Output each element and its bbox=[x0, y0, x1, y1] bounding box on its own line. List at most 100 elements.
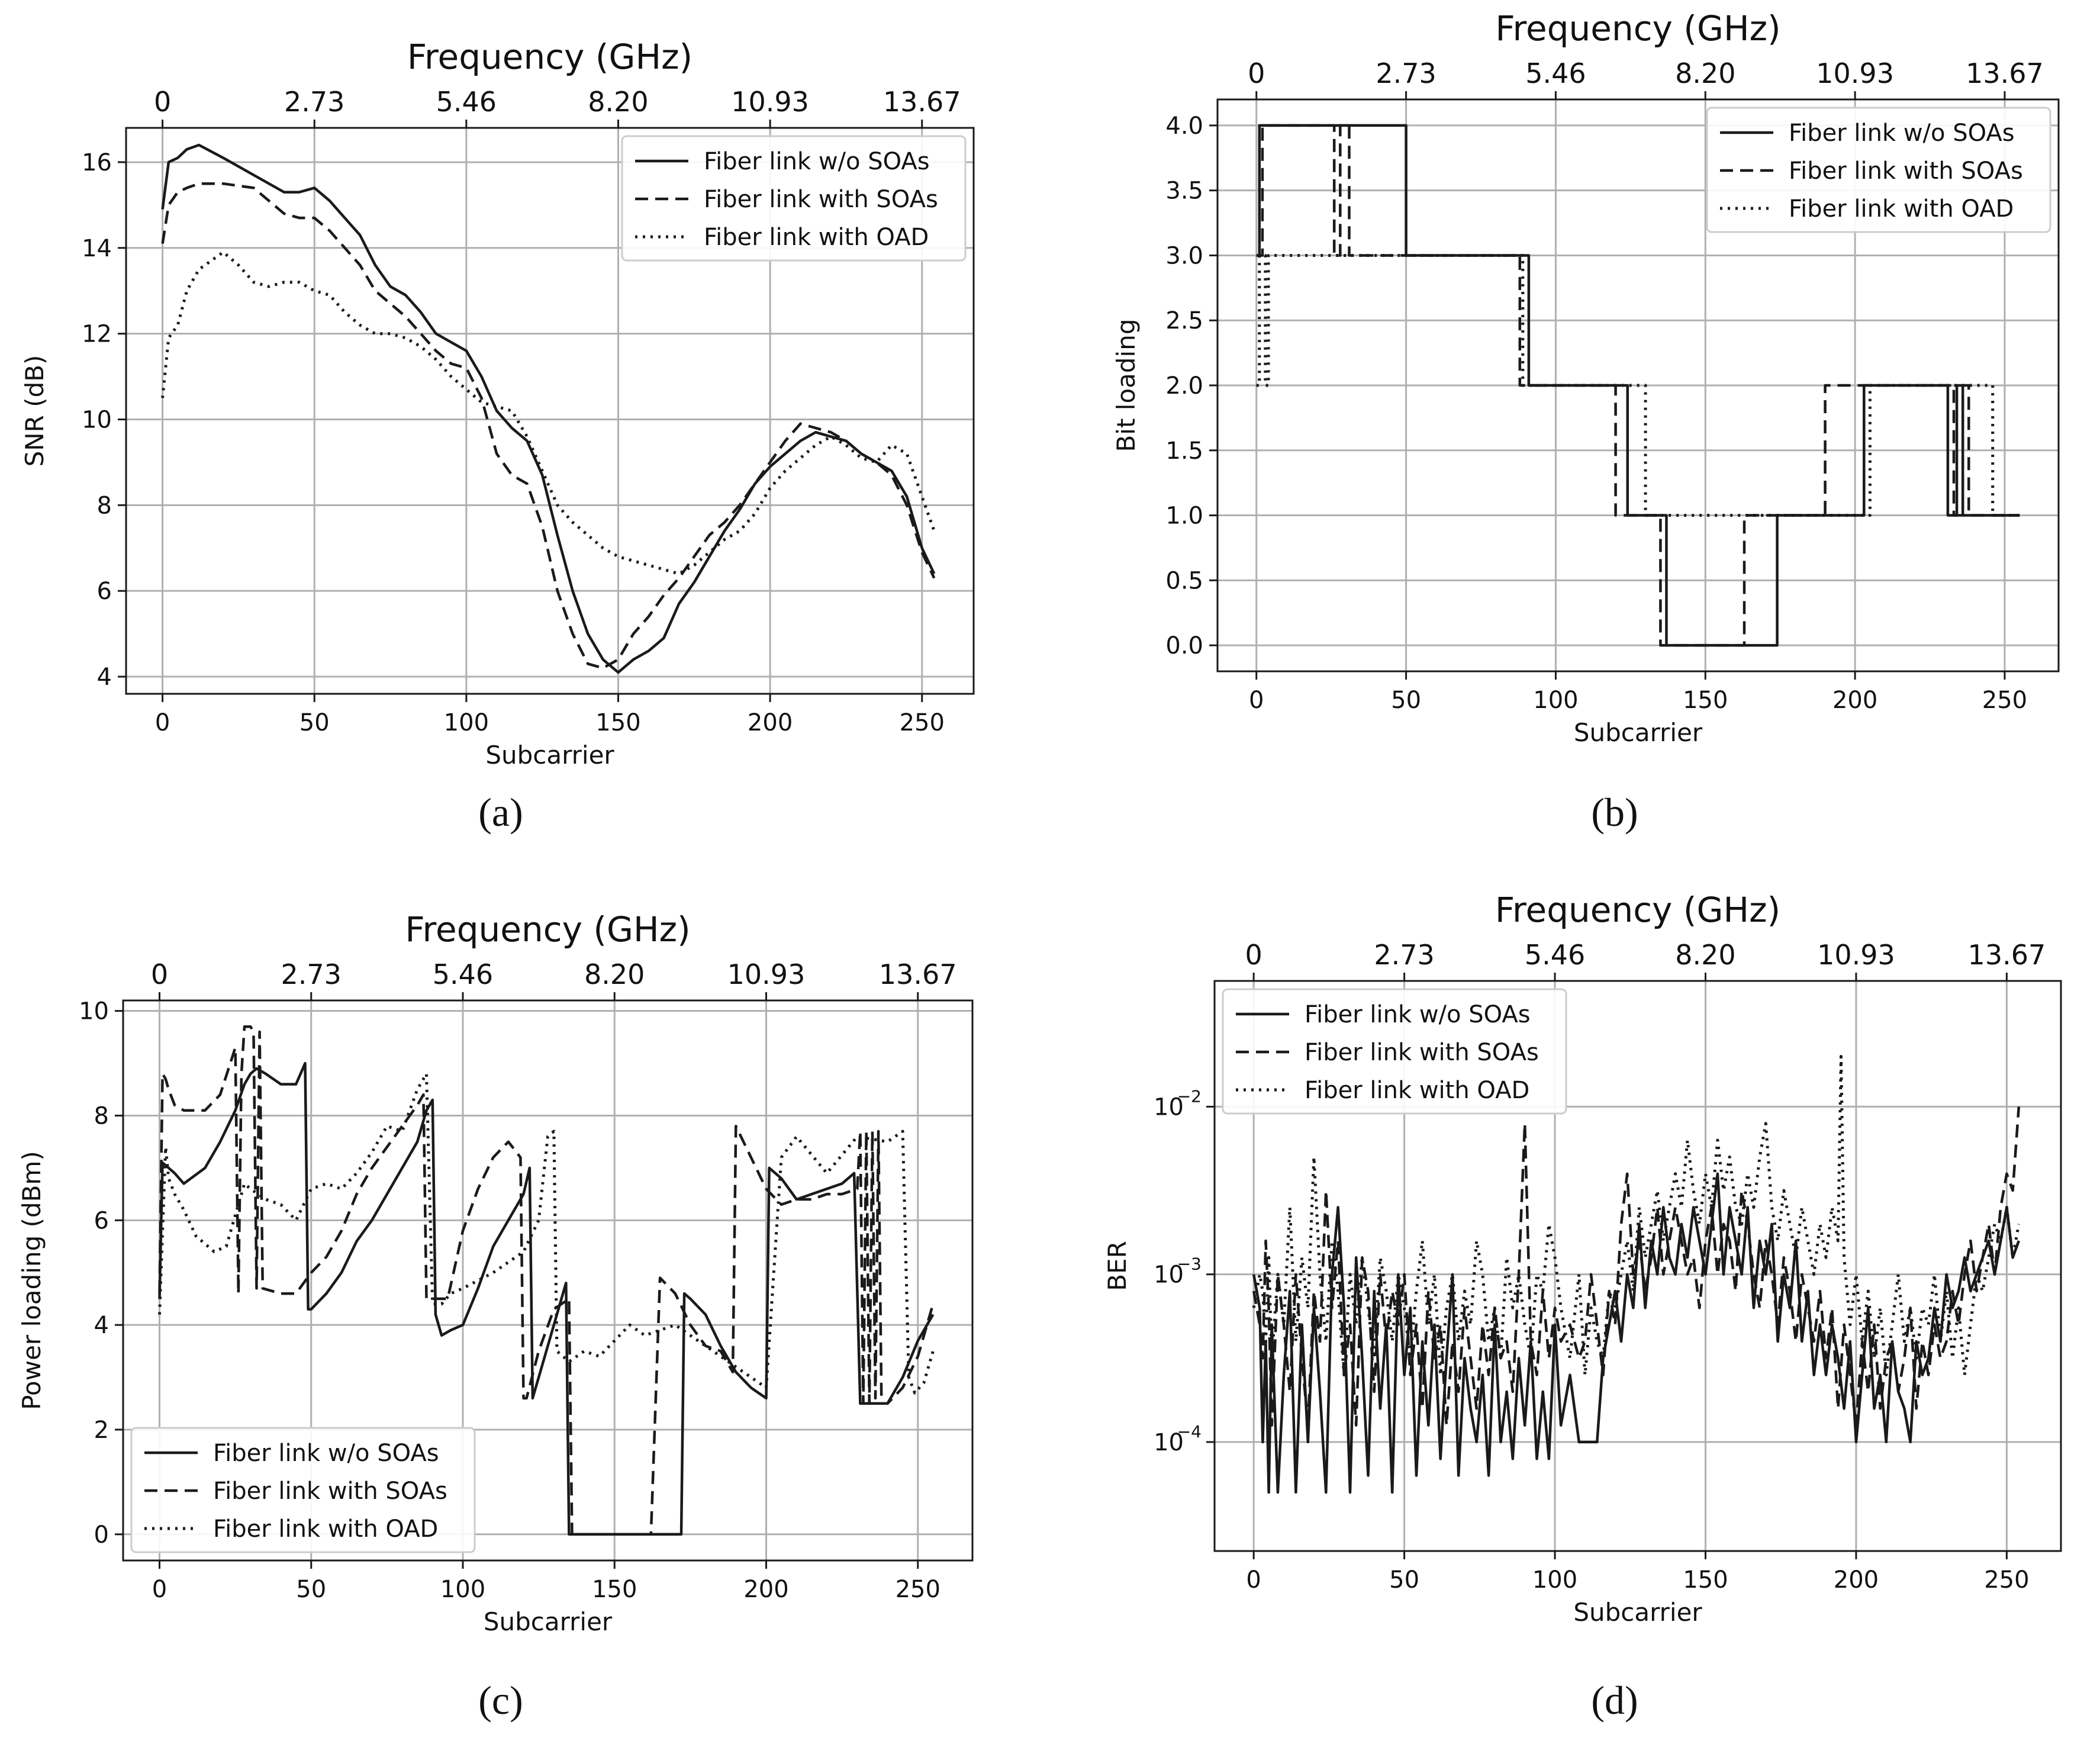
y-tick-exponent: −3 bbox=[1177, 1254, 1202, 1274]
top-tick-label: 2.73 bbox=[1374, 939, 1434, 971]
x-tick-label: 200 bbox=[1832, 687, 1877, 714]
y-tick-label: 10 bbox=[79, 998, 109, 1025]
legend-label: Fiber link with SOAs bbox=[213, 1478, 447, 1505]
panel-b-bit-loading-chart: 0 50 100 150 200 250 0 2.73 5.46 8.20 10.93 13.67 0.… bbox=[1112, 8, 2060, 747]
x-tick-label: 250 bbox=[900, 709, 945, 736]
x-tick-label: 50 bbox=[1391, 687, 1421, 714]
top-tick-label: 8.20 bbox=[584, 958, 645, 990]
y-tick-exponent: −4 bbox=[1177, 1422, 1202, 1441]
x-axis-label: Subcarrier bbox=[485, 741, 614, 770]
panel-c-power-loading-chart: 0 50 100 150 200 250 0 2.73 5.46 8.20 10.93 13.67 0 2… bbox=[17, 909, 974, 1636]
x-tick-label: 250 bbox=[896, 1576, 941, 1603]
top-tick-label: 10.93 bbox=[1816, 57, 1894, 89]
y-tick-label: 14 bbox=[82, 235, 112, 262]
top-tick-label: 5.46 bbox=[1525, 939, 1585, 971]
top-tick-label: 10.93 bbox=[1817, 939, 1895, 971]
top-tick-label: 5.46 bbox=[436, 86, 497, 118]
legend-label: Fiber link with SOAs bbox=[1305, 1039, 1539, 1066]
x-tick-label: 50 bbox=[296, 1576, 326, 1603]
y-axis-label: Bit loading bbox=[1112, 318, 1141, 452]
series-line-dashed bbox=[161, 182, 936, 670]
y-tick-label: 10 bbox=[1154, 1262, 1184, 1289]
panel-label-d: (d) bbox=[1591, 1678, 1638, 1723]
x-tick-label: 0 bbox=[155, 709, 170, 736]
x-tick-label: 100 bbox=[1533, 687, 1578, 714]
legend-label: Fiber link with OAD bbox=[1305, 1077, 1529, 1104]
series-line-dotted bbox=[158, 1072, 935, 1395]
legend-label: Fiber link w/o SOAs bbox=[213, 1440, 439, 1467]
panel-d-ber-chart: 0 50 100 150 200 250 0 2.73 5.46 8.20 10.93 13.67 10… bbox=[1103, 890, 2062, 1627]
top-tick-label: 5.46 bbox=[433, 958, 493, 990]
series-line-solid bbox=[1252, 1172, 2020, 1494]
legend-box bbox=[130, 1427, 476, 1553]
plot-frame bbox=[122, 999, 974, 1562]
y-tick-label: 8 bbox=[94, 1103, 109, 1130]
x-tick-label: 0 bbox=[1249, 687, 1264, 714]
y-tick-label: 0 bbox=[94, 1521, 109, 1549]
y-tick-label: 10 bbox=[1154, 1093, 1184, 1121]
y-tick-label: 0.5 bbox=[1165, 567, 1203, 594]
x-tick-label: 150 bbox=[1683, 687, 1728, 714]
y-tick-label: 3.0 bbox=[1165, 242, 1203, 269]
series-group-a bbox=[161, 143, 936, 674]
y-tick-exponent: −2 bbox=[1177, 1086, 1202, 1106]
top-tick-label: 8.20 bbox=[588, 86, 648, 118]
chart-title-frequency: Frequency (GHz) bbox=[1495, 890, 1780, 930]
top-tick-label: 13.67 bbox=[879, 958, 957, 990]
legend-box bbox=[1706, 107, 2051, 233]
series-line-solid bbox=[161, 143, 936, 674]
legend-b: Fiber link w/o SOAs Fiber link with SOAs F… bbox=[1706, 107, 2051, 233]
x-tick-label: 150 bbox=[1683, 1566, 1728, 1594]
y-tick-label: 2.5 bbox=[1165, 307, 1203, 334]
y-tick-label: 10 bbox=[82, 406, 112, 433]
top-tick-label: 13.67 bbox=[1968, 939, 2046, 971]
series-line-dashed bbox=[158, 1025, 935, 1536]
legend-d: Fiber link w/o SOAs Fiber link with SOAs F… bbox=[1222, 988, 1567, 1115]
x-tick-label: 50 bbox=[1389, 1566, 1419, 1594]
y-tick-label: 16 bbox=[82, 149, 112, 176]
series-group-c bbox=[158, 1025, 935, 1536]
legend-label: Fiber link w/o SOAs bbox=[704, 148, 930, 175]
series-line-dotted bbox=[161, 250, 936, 575]
x-tick-label: 50 bbox=[299, 709, 330, 736]
y-tick-label: 3.5 bbox=[1165, 178, 1203, 205]
x-tick-label: 100 bbox=[1532, 1566, 1577, 1594]
y-tick-label: 6 bbox=[94, 1207, 109, 1234]
series-group-d bbox=[1252, 1055, 2021, 1494]
top-tick-label: 0 bbox=[151, 958, 168, 990]
top-tick-label: 13.67 bbox=[883, 86, 961, 118]
y-tick-label: 1.5 bbox=[1165, 437, 1203, 465]
top-tick-label: 2.73 bbox=[281, 958, 342, 990]
x-tick-label: 0 bbox=[1246, 1566, 1261, 1594]
top-tick-label: 8.20 bbox=[1675, 939, 1735, 971]
legend-label: Fiber link with SOAs bbox=[1789, 157, 2023, 185]
panel-label-a: (a) bbox=[478, 790, 523, 835]
series-line-dashed bbox=[1256, 124, 2020, 647]
x-tick-label: 150 bbox=[592, 1576, 637, 1603]
top-tick-label: 0 bbox=[154, 86, 171, 118]
top-tick-label: 0 bbox=[1245, 939, 1262, 971]
legend-a: Fiber link w/o SOAs Fiber link with SOAs F… bbox=[621, 135, 967, 262]
legend-label: Fiber link with OAD bbox=[213, 1515, 438, 1543]
y-tick-label: 6 bbox=[97, 578, 112, 605]
x-tick-label: 100 bbox=[444, 709, 489, 736]
x-tick-label: 250 bbox=[1984, 1566, 2029, 1594]
y-tick-label: 2 bbox=[94, 1417, 109, 1444]
top-tick-label: 0 bbox=[1248, 57, 1265, 89]
x-tick-label: 100 bbox=[440, 1576, 485, 1603]
x-tick-label: 250 bbox=[1982, 687, 2027, 714]
chart-title-frequency: Frequency (GHz) bbox=[405, 909, 690, 950]
x-tick-label: 0 bbox=[152, 1576, 167, 1603]
top-tick-label: 5.46 bbox=[1525, 57, 1586, 89]
top-tick-label: 10.93 bbox=[731, 86, 809, 118]
y-tick-label: 12 bbox=[82, 321, 112, 348]
top-tick-label: 2.73 bbox=[1376, 57, 1436, 89]
x-tick-label: 200 bbox=[743, 1576, 788, 1603]
x-tick-label: 200 bbox=[748, 709, 793, 736]
legend-box bbox=[621, 135, 967, 262]
y-tick-label: 4 bbox=[94, 1312, 109, 1339]
x-axis-label: Subcarrier bbox=[484, 1607, 613, 1636]
legend-c: Fiber link w/o SOAs Fiber link with SOAs F… bbox=[130, 1427, 476, 1553]
y-axis-label: BER bbox=[1103, 1241, 1132, 1291]
